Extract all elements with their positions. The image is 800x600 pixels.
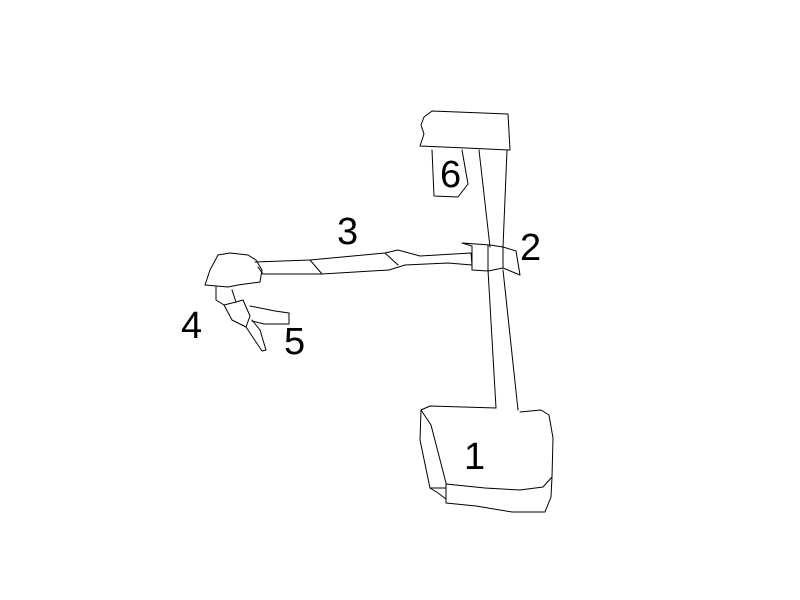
callout-label-3: 3 bbox=[337, 211, 358, 253]
part-5-fitting bbox=[245, 305, 290, 352]
callout-label-4: 4 bbox=[181, 305, 202, 347]
part-2-vertical-post bbox=[461, 149, 521, 411]
callout-label-2: 2 bbox=[520, 227, 541, 269]
callout-labels: 1 2 3 4 5 6 bbox=[181, 154, 541, 478]
callout-label-1: 1 bbox=[464, 436, 485, 478]
part-1-base-block bbox=[419, 405, 554, 513]
part-3-horizontal-arm bbox=[254, 249, 473, 275]
part-4-arm-head bbox=[204, 252, 263, 328]
callout-label-6: 6 bbox=[440, 154, 461, 196]
callout-label-5: 5 bbox=[284, 321, 305, 363]
part-6-mount-bracket bbox=[419, 110, 511, 198]
